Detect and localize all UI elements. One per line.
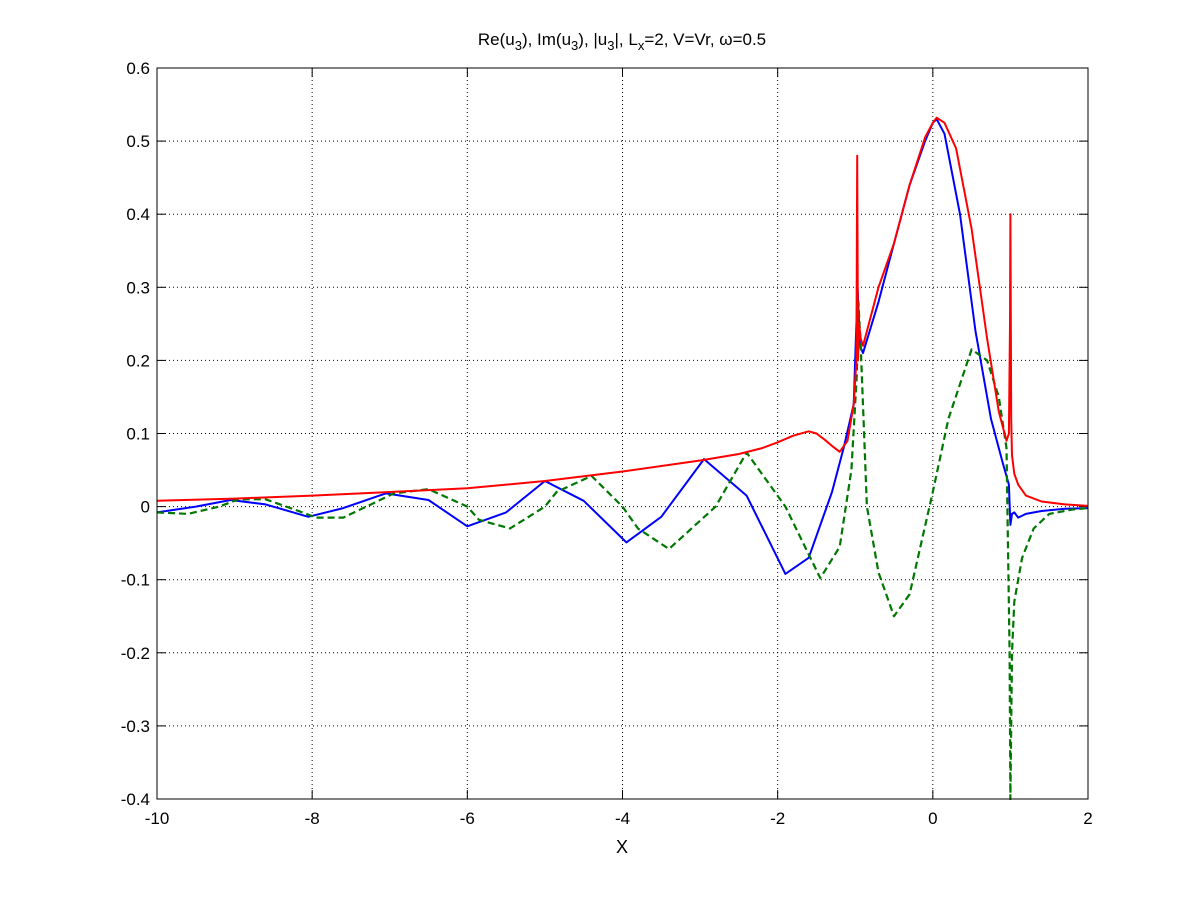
x-tick-label: -2	[770, 809, 785, 828]
title-text: ), Im(u	[522, 30, 571, 49]
title-subscript: 3	[607, 38, 614, 53]
y-tick-labels: -0.4 -0.3 -0.2 -0.1 0 0.1 0.2 0.3 0.4 0.5 0.6	[121, 59, 150, 809]
y-tick-label: 0.6	[126, 59, 150, 78]
title-text: |, L	[615, 30, 638, 49]
title-text: ), |u	[578, 30, 607, 49]
x-tick-label: 0	[928, 809, 937, 828]
x-tick-label: -10	[145, 809, 170, 828]
series-line-2	[156, 300, 1089, 801]
title-subscript: 3	[515, 38, 522, 53]
x-tick-label: 2	[1083, 809, 1092, 828]
x-tick-labels: -10 -8 -6 -4 -2 0 2	[145, 809, 1093, 828]
y-tick-label: 0.2	[126, 351, 150, 370]
plot-frame	[156, 67, 1089, 800]
x-tick-label: -8	[305, 809, 320, 828]
series-group	[156, 116, 1089, 801]
chart-title: Re(u3), Im(u3), |u3|, Lx=2, V=Vr, ω=0.5	[478, 30, 766, 53]
y-tick-label: -0.3	[121, 717, 150, 736]
y-tick-label: 0.3	[126, 278, 150, 297]
plot-background	[157, 68, 1088, 799]
title-subscript: 3	[571, 38, 578, 53]
x-tick-label: -6	[460, 809, 475, 828]
y-tick-label: -0.2	[121, 644, 150, 663]
y-tick-label: 0.5	[126, 132, 150, 151]
y-tick-label: 0.4	[126, 205, 150, 224]
title-text: Re(u	[478, 30, 515, 49]
series-line-3	[156, 116, 1089, 507]
title-subscript: x	[638, 38, 645, 53]
y-tick-label: -0.4	[121, 790, 150, 809]
x-axis-label: X	[616, 837, 628, 857]
y-tick-label: -0.1	[121, 571, 150, 590]
title-text: =2, V=Vr, ω=0.5	[644, 30, 766, 49]
y-tick-label: 0.1	[126, 425, 150, 444]
y-tick-label: 0	[141, 498, 150, 517]
x-tick-label: -4	[615, 809, 630, 828]
